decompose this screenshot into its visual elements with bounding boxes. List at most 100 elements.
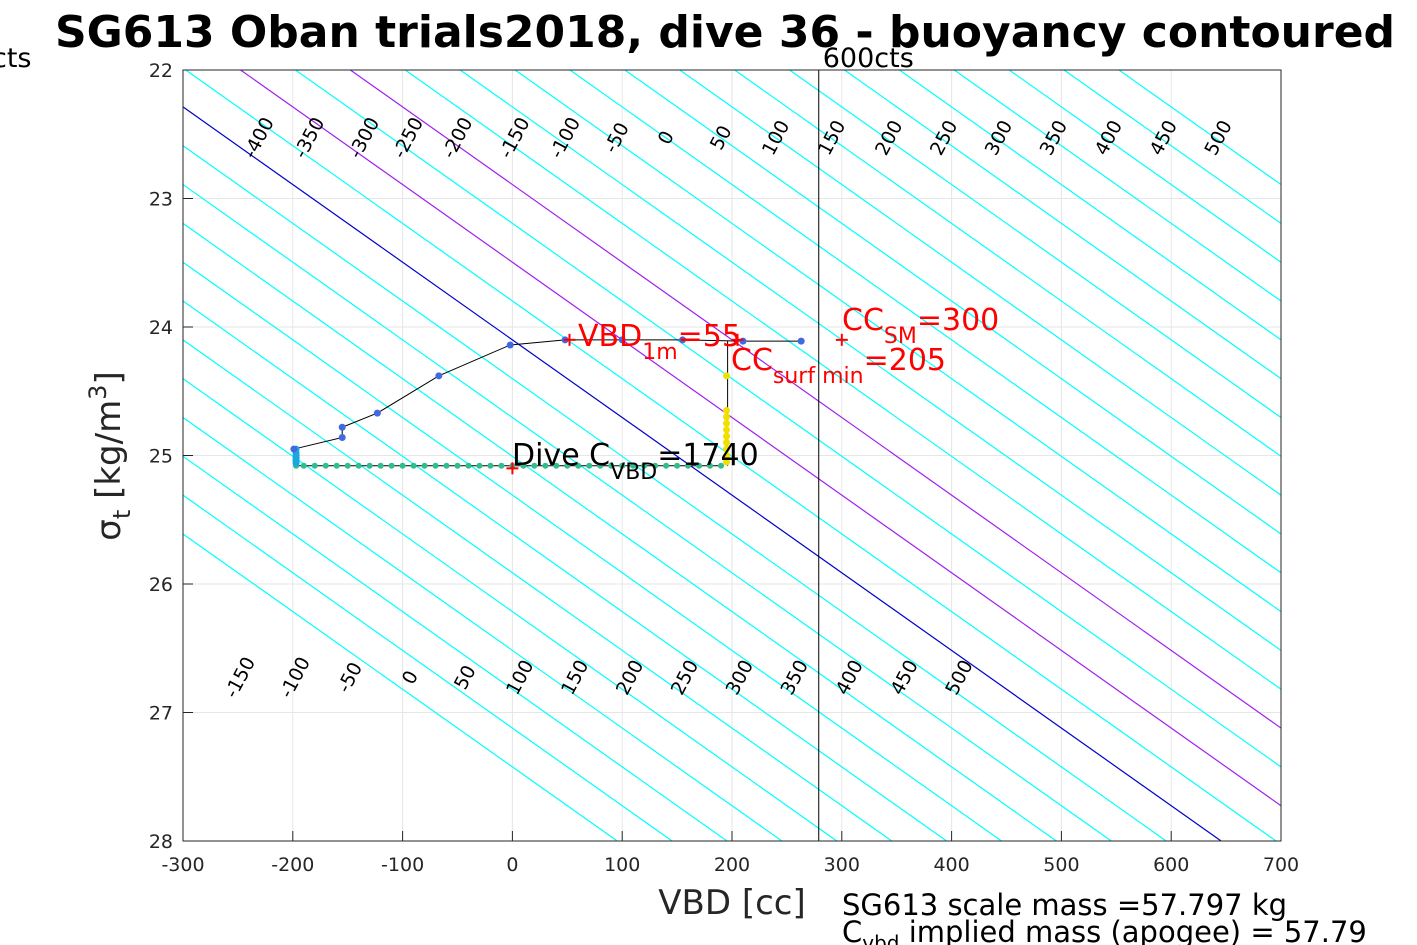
contour-line--550 [183, 533, 618, 841]
bottom-trace-point [630, 462, 637, 469]
x-tick-label: 400 [933, 854, 969, 876]
bottom-trace-point [498, 462, 505, 469]
cc-surf-min-main: CC [731, 343, 773, 378]
cc-surf-min-sub: surf min [773, 364, 864, 389]
footnote-c: C [842, 915, 862, 945]
contour-line-400 [569, 70, 1281, 574]
x-axis-label: VBD [cc] [658, 883, 806, 923]
bottom-trace-point [663, 462, 670, 469]
vertical-line-label: 600cts [823, 43, 914, 74]
x-tick-label: 500 [1043, 854, 1079, 876]
x-tick-label: 600 [1153, 854, 1189, 876]
vbd-1m-annotation: VBD1m=55 [578, 319, 741, 365]
contour-line--450 [183, 455, 728, 841]
x-tick-label: 0 [506, 854, 518, 876]
bottom-trace-point [707, 462, 714, 469]
contour-line-450 [624, 70, 1281, 535]
contour-line--100 [183, 183, 1112, 841]
contour-line-850 [1063, 70, 1281, 225]
reference-points [506, 333, 848, 475]
contour-line-100 [240, 70, 1281, 807]
bottom-trace-point [355, 462, 362, 469]
yellow-column-point [723, 445, 731, 453]
y-tick-label: 27 [149, 703, 173, 725]
contour-line--250 [183, 300, 947, 841]
bottom-trace-point [344, 462, 351, 469]
x-tick-label: 200 [714, 854, 750, 876]
vbd-1m-sub: 1m [642, 340, 677, 365]
vbd-1m-main: VBD [578, 319, 642, 354]
bottom-trace-point [674, 462, 681, 469]
y-axis-label-sigma: σ [89, 519, 129, 541]
x-tick-label: 700 [1263, 854, 1299, 876]
contour-line-500 [679, 70, 1281, 496]
x-tick-label: -300 [161, 854, 204, 876]
contour-line-700 [899, 70, 1281, 341]
dive-trace-point [618, 336, 626, 344]
dive-trace-point [290, 445, 298, 453]
x-tick-label: -200 [271, 854, 314, 876]
yellow-column-point [723, 419, 731, 427]
contour-line--200 [183, 261, 1002, 841]
y-tick-label: 25 [149, 446, 173, 468]
dive-trace-point [338, 434, 346, 442]
contour-line-650 [844, 70, 1281, 380]
y-tick-label: 23 [149, 189, 173, 211]
yellow-column-point [723, 452, 731, 459]
dive-trace-point [797, 337, 805, 345]
footnote-scale-mass: SG613 scale mass =57.797 kg [842, 888, 1287, 922]
yellow-column-point [723, 426, 731, 434]
dive-cvbd-main: Dive C [512, 438, 610, 473]
bottom-trace-point [421, 462, 428, 469]
x-tick-label: -100 [381, 854, 424, 876]
y-axis-label: σt [kg/m3] [84, 371, 136, 540]
y-axis-label-sup: 3 [84, 385, 112, 400]
dive-cvbd-sub: VBD [610, 460, 657, 485]
bottom-trace-point [366, 462, 373, 469]
contour-line-750 [953, 70, 1281, 302]
yellow-column-point [723, 432, 731, 440]
contour-line--150 [183, 222, 1057, 841]
bottom-trace-point [575, 462, 582, 469]
bottom-trace-point [641, 462, 648, 469]
contour-line-200 [350, 70, 1281, 729]
bottom-trace-point [388, 462, 395, 469]
cc-sm-value: =300 [917, 303, 999, 338]
footnote-vbd-sub: vbd [862, 931, 899, 945]
bottom-trace-point [553, 462, 560, 469]
bottom-trace-point [597, 462, 604, 469]
footnote-implied-mass: Cvbd implied mass (apogee) = 57.79 [842, 915, 1367, 945]
x-axis-ticks: -300 -200 -100 0 100 200 300 400 500 600 700 [161, 831, 1299, 876]
dive-cvbd-annotation: Dive CVBD=1740 [512, 438, 759, 485]
bottom-trace-point [454, 462, 461, 469]
dive-trace-point [338, 423, 346, 431]
y-axis-ticks: 22 23 24 25 26 27 28 [149, 60, 193, 853]
bottom-trace-point [608, 462, 615, 469]
bottom-trace-point [333, 462, 340, 469]
contour-line-150 [295, 70, 1281, 768]
dive-traces [290, 336, 805, 469]
cc-sm-annotation: CCSM=300 [842, 303, 999, 349]
left-cluster-point [292, 459, 300, 467]
y-axis-label-sub: t [108, 510, 136, 519]
cc-surf-min-value: =205 [864, 343, 946, 378]
yellow-column-point [723, 413, 731, 421]
bottom-trace-point [685, 462, 692, 469]
y-tick-label: 22 [149, 60, 173, 82]
x-tick-label: 300 [824, 854, 860, 876]
chart-title: SG613 Oban trials2018, dive 36 - buoyanc… [55, 7, 1395, 58]
bottom-trace-point [619, 462, 626, 469]
dive-trace-point [435, 372, 443, 380]
bottom-trace-point [542, 462, 549, 469]
bottom-trace-point [399, 462, 406, 469]
vertical-reference-lines: 600cts [818, 43, 914, 841]
bottom-trace-point [465, 462, 472, 469]
bottom-trace-point [432, 462, 439, 469]
contour-line--300 [183, 339, 893, 841]
footnote-rest: implied mass (apogee) = 57.79 [899, 915, 1366, 945]
bottom-trace-point [718, 462, 725, 469]
cc-sm-sub: SM [884, 324, 917, 349]
dive-cvbd-value: =1740 [657, 438, 758, 473]
bottom-trace-point [520, 462, 527, 469]
